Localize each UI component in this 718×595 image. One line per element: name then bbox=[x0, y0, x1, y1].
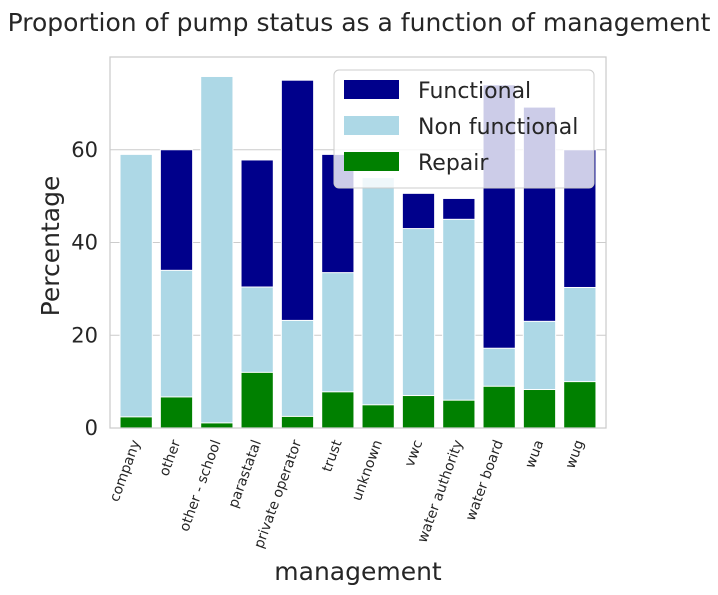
x-axis-label: management bbox=[274, 557, 442, 586]
bar-repair bbox=[200, 422, 234, 429]
y-axis-label: Percentage bbox=[36, 176, 65, 317]
y-tick-label: 20 bbox=[71, 323, 98, 347]
x-tick-label: water board bbox=[463, 438, 507, 523]
bar-repair bbox=[240, 371, 274, 429]
bar-repair bbox=[522, 389, 557, 429]
x-tick-label: parastatal bbox=[226, 438, 265, 510]
bar-non-functional bbox=[200, 75, 234, 429]
plot-frame bbox=[109, 56, 607, 429]
y-tick-label: 0 bbox=[85, 416, 98, 440]
bar-repair bbox=[442, 399, 476, 429]
x-tick-label: company bbox=[107, 438, 144, 504]
bar-repair bbox=[159, 396, 194, 429]
bar-repair bbox=[401, 395, 436, 429]
y-tick-labels: 0 20 40 60 bbox=[71, 138, 98, 440]
legend-swatch bbox=[344, 152, 399, 171]
legend-label: Functional bbox=[418, 79, 531, 104]
x-tick-label: trust bbox=[319, 437, 345, 474]
x-tick-label: wua bbox=[522, 438, 547, 471]
bars bbox=[119, 75, 597, 429]
bar-repair bbox=[119, 416, 153, 429]
legend-label: Repair bbox=[418, 151, 489, 176]
legend: Functional Non functional Repair bbox=[333, 69, 595, 189]
legend-swatch bbox=[344, 116, 399, 135]
x-tick-label: other bbox=[156, 438, 184, 479]
bar-repair bbox=[280, 415, 315, 429]
legend-swatch bbox=[344, 80, 399, 99]
bar-repair bbox=[321, 391, 355, 429]
bar-non-functional bbox=[401, 228, 436, 429]
bar-repair bbox=[563, 381, 597, 429]
bar-repair bbox=[361, 404, 395, 429]
bar-non-functional bbox=[442, 218, 476, 429]
x-tick-label: vwc bbox=[402, 438, 426, 469]
y-tick-label: 40 bbox=[71, 231, 98, 255]
legend-label: Non functional bbox=[418, 115, 578, 140]
bar-non-functional bbox=[361, 177, 395, 429]
y-tick-label: 60 bbox=[71, 138, 98, 162]
bar-non-functional bbox=[119, 153, 153, 429]
x-tick-label: wug bbox=[563, 438, 588, 471]
x-tick-label: other - school bbox=[177, 438, 225, 534]
bar-non-functional bbox=[280, 319, 315, 429]
chart-title: Proportion of pump status as a function … bbox=[8, 8, 711, 37]
bar-repair bbox=[482, 385, 516, 429]
x-tick-label: unknown bbox=[349, 438, 386, 503]
